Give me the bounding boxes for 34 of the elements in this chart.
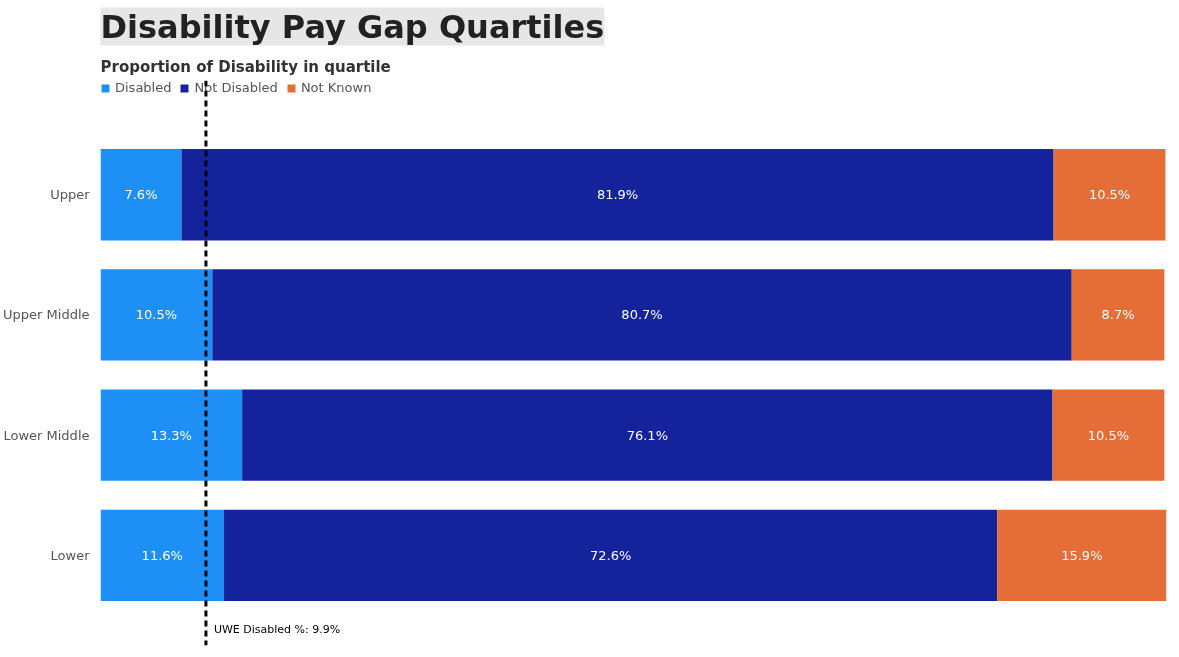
y-tick-label: Upper [50, 187, 91, 203]
data-label: 80.7% [621, 307, 663, 323]
data-label: 8.7% [1101, 307, 1135, 323]
y-tick-label: Lower Middle [3, 427, 90, 443]
data-label: 72.6% [589, 547, 632, 563]
chart-title: Disability Pay Gap Quartiles [100, 7, 605, 46]
ref-line-label: UWE Disabled %: 9.9% [213, 623, 341, 637]
y-tick-label: Lower [50, 547, 91, 563]
bar [1052, 389, 1165, 481]
data-label: 10.5% [1088, 187, 1131, 203]
bar [1071, 269, 1165, 361]
data-label: 81.9% [596, 187, 639, 203]
bar [224, 509, 998, 602]
bar [242, 389, 1053, 481]
data-label: 76.1% [626, 427, 669, 443]
data-label: 10.5% [1087, 427, 1130, 443]
legend-label: Not Known [300, 80, 372, 95]
data-label: 15.9% [1061, 547, 1103, 563]
data-label: 13.3% [150, 427, 192, 443]
legend-label: Not Disabled [194, 80, 278, 95]
bar [100, 149, 182, 241]
data-label: 11.6% [141, 547, 183, 563]
data-label: 7.6% [124, 187, 158, 203]
bar [181, 149, 1054, 241]
chart-subtitle: Proportion of Disability in quartile [100, 57, 391, 76]
bar [997, 509, 1167, 602]
y-tick-label: Upper Middle [3, 307, 90, 323]
data-label: 10.5% [135, 307, 178, 323]
legend-label: Disabled [115, 80, 172, 95]
bar [1053, 149, 1166, 241]
bar [100, 509, 225, 602]
bar [212, 269, 1072, 361]
bar [100, 269, 213, 361]
bar [100, 389, 243, 481]
